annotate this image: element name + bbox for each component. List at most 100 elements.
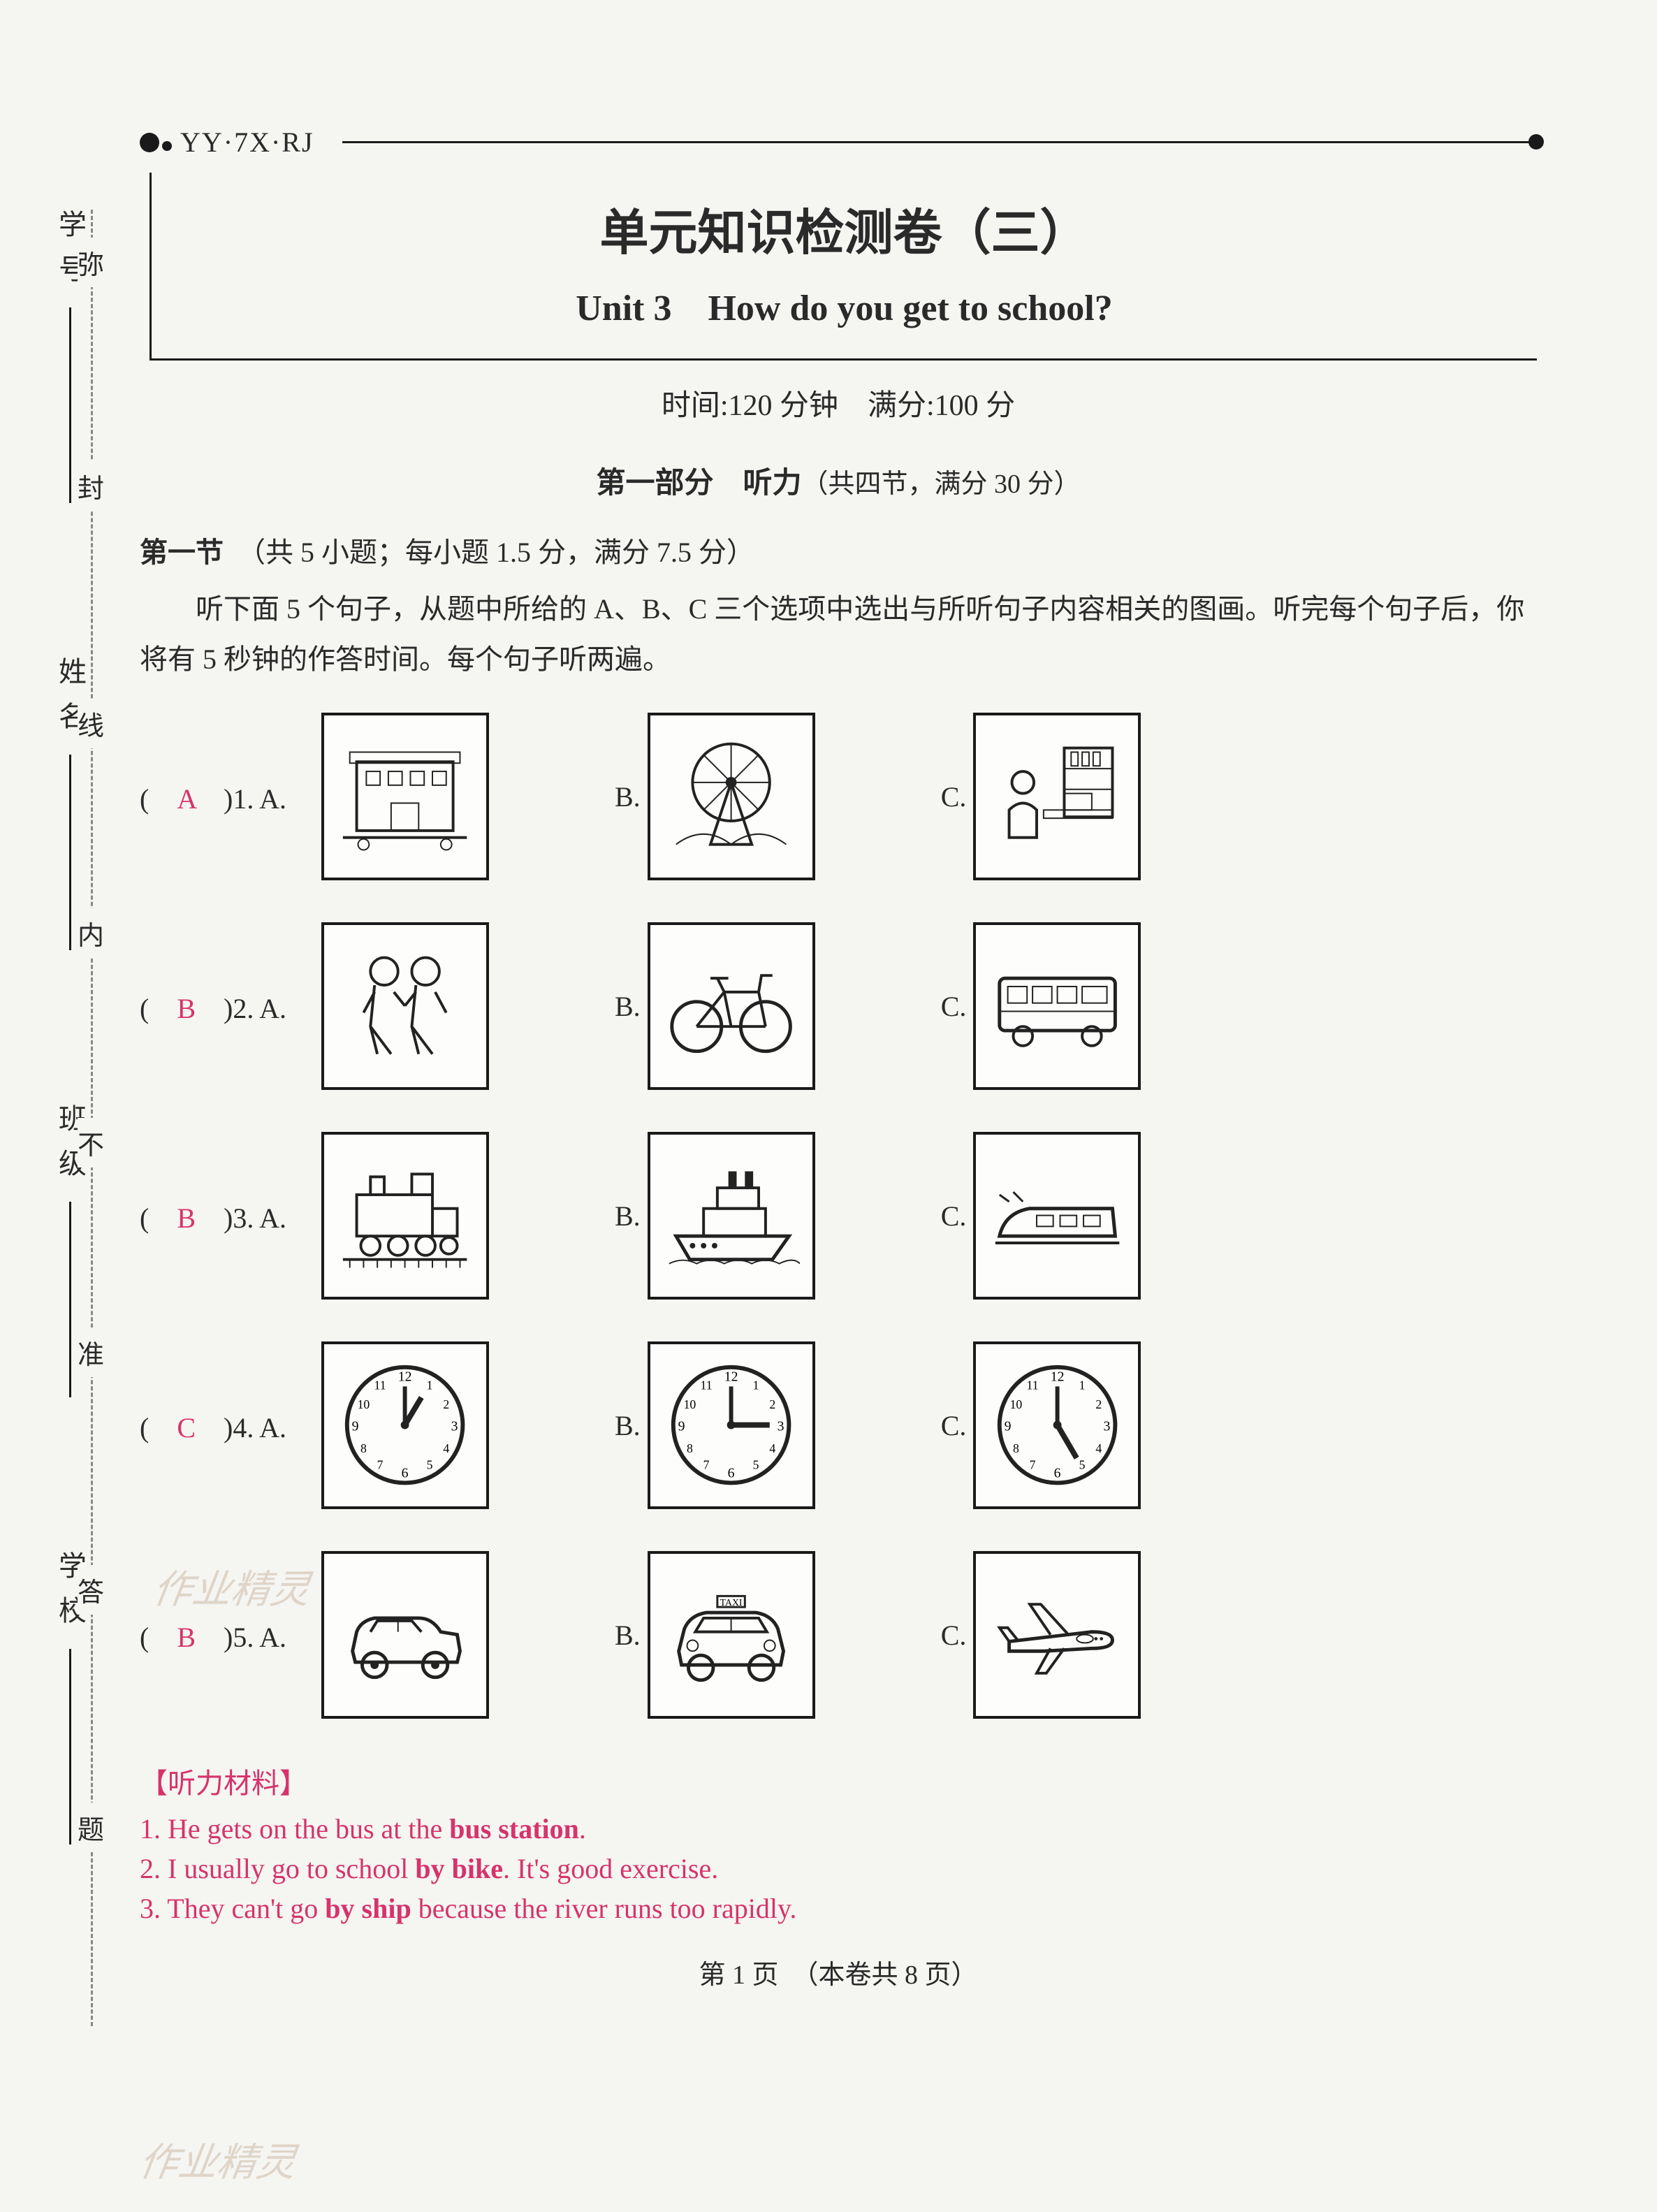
airplane-icon — [973, 1551, 1141, 1719]
q2-optC-label: C. — [941, 990, 967, 1023]
building-icon — [321, 713, 489, 880]
dot-icon — [162, 141, 172, 151]
svg-text:5: 5 — [753, 1458, 759, 1472]
seal-line: 弥 封 线 内 不 准 答 题 — [91, 210, 133, 2026]
question-row-3: ( B )3. A. B. C. — [140, 1132, 1537, 1300]
q3-label: ( B )3. A. — [140, 1195, 321, 1236]
q1-optC-label: C. — [941, 780, 967, 813]
margin-line — [69, 1202, 71, 1397]
q5-answer: B — [177, 1622, 196, 1653]
svg-text:2: 2 — [769, 1397, 775, 1411]
q2-label: ( B )2. A. — [140, 986, 321, 1026]
question-row-1: ( A )1. A. B. C. — [140, 713, 1537, 880]
svg-text:3: 3 — [451, 1419, 458, 1434]
time-score-row: 时间:120 分钟 满分:100 分 — [140, 381, 1537, 424]
part-bold: 第一部分 听力 — [596, 467, 801, 500]
svg-text:8: 8 — [360, 1441, 367, 1455]
dot-icon — [140, 133, 159, 152]
svg-text:5: 5 — [427, 1458, 433, 1472]
doc-code: YY·7X·RJ — [180, 126, 314, 159]
q5-optC-label: C. — [941, 1619, 967, 1652]
ferris-wheel-icon — [648, 713, 815, 880]
margin-line — [69, 1649, 71, 1844]
seal-char: 封 — [78, 461, 104, 511]
q1-label: ( A )1. A. — [140, 776, 321, 817]
svg-text:1: 1 — [1079, 1378, 1085, 1392]
part-sub: （共四节，满分 30 分） — [802, 470, 1081, 499]
svg-text:6: 6 — [728, 1466, 735, 1481]
q2-optB-label: B. — [615, 990, 641, 1023]
q5-optB-label: B. — [615, 1619, 641, 1652]
svg-text:1: 1 — [753, 1378, 759, 1392]
seal-char: 不 — [78, 1118, 104, 1167]
svg-text:4: 4 — [769, 1441, 775, 1455]
svg-text:5: 5 — [1079, 1458, 1085, 1472]
seal-char: 弥 — [78, 238, 104, 287]
svg-text:6: 6 — [1053, 1466, 1060, 1481]
taxi-icon: TAXI — [648, 1551, 815, 1719]
q4-optC-label: C. — [941, 1409, 967, 1442]
svg-text:2: 2 — [1095, 1397, 1102, 1411]
q3-optB-label: B. — [615, 1200, 641, 1232]
title-main: 单元知识检测卷（三） — [152, 194, 1537, 264]
svg-text:3: 3 — [778, 1419, 784, 1434]
svg-text:7: 7 — [1029, 1458, 1035, 1472]
section1-bold: 第一节 — [140, 537, 224, 568]
margin-line — [69, 755, 71, 950]
part-title: 第一部分 听力（共四节，满分 30 分） — [140, 459, 1537, 502]
reading-room-icon — [973, 713, 1141, 880]
children-walking-icon — [321, 922, 489, 1090]
svg-text:4: 4 — [444, 1441, 450, 1455]
header-code-row: YY·7X·RJ — [140, 126, 1537, 159]
svg-text:11: 11 — [374, 1378, 386, 1392]
watermark: 作业精灵 — [149, 1558, 314, 1615]
seal-char: 题 — [78, 1803, 104, 1852]
q3-answer: B — [177, 1202, 196, 1234]
svg-text:9: 9 — [352, 1419, 359, 1434]
svg-text:TAXI: TAXI — [720, 1598, 743, 1608]
ship-icon — [648, 1132, 815, 1300]
svg-text:7: 7 — [703, 1458, 710, 1472]
car-icon — [321, 1551, 489, 1719]
svg-text:7: 7 — [377, 1458, 384, 1472]
title-sub: Unit 3 How do you get to school? — [152, 278, 1537, 330]
watermark: 作业精灵 — [136, 2131, 300, 2188]
svg-text:11: 11 — [701, 1378, 713, 1392]
section1-rest: （共 5 小题；每小题 1.5 分，满分 7.5 分） — [251, 537, 754, 568]
svg-text:10: 10 — [358, 1397, 370, 1411]
svg-text:10: 10 — [1009, 1397, 1022, 1411]
listening-line-3: 3. They can't go by ship because the riv… — [140, 1892, 1537, 1925]
q1-answer: A — [177, 783, 196, 815]
svg-text:11: 11 — [1026, 1378, 1038, 1392]
svg-text:12: 12 — [724, 1369, 738, 1385]
section1-instructions: 听下面 5 个句子，从题中所给的 A、B、C 三个选项中选出与所听句子内容相关的… — [140, 584, 1537, 685]
q4-optB-label: B. — [615, 1409, 641, 1442]
header-rule — [342, 141, 1537, 143]
page-content: YY·7X·RJ 单元知识检测卷（三） Unit 3 How do you ge… — [140, 126, 1537, 1991]
highspeed-train-icon — [973, 1132, 1141, 1300]
clock-1-icon: 121234567891011 — [321, 1341, 489, 1509]
svg-text:2: 2 — [444, 1397, 450, 1411]
page-footer: 第 1 页 （本卷共 8 页） — [140, 1953, 1537, 1991]
seal-char: 线 — [78, 699, 104, 748]
svg-text:8: 8 — [1013, 1441, 1019, 1455]
q4-label: ( C )4. A. — [140, 1405, 321, 1446]
margin-line — [69, 307, 71, 503]
listening-line-1: 1. He gets on the bus at the bus station… — [140, 1812, 1537, 1845]
listening-line-2: 2. I usually go to school by bike. It's … — [140, 1852, 1537, 1885]
listening-head: 【听力材料】 — [140, 1761, 1537, 1801]
svg-text:9: 9 — [1004, 1419, 1011, 1434]
section1-head: 第一节 （共 5 小题；每小题 1.5 分，满分 7.5 分） — [140, 530, 1537, 570]
title-box: 单元知识检测卷（三） Unit 3 How do you get to scho… — [149, 173, 1537, 361]
svg-text:10: 10 — [684, 1397, 696, 1411]
svg-text:1: 1 — [427, 1378, 433, 1392]
bicycle-icon — [648, 922, 815, 1090]
train-icon — [321, 1132, 489, 1300]
svg-text:12: 12 — [398, 1369, 412, 1385]
q2-answer: B — [177, 993, 196, 1024]
svg-text:12: 12 — [1051, 1369, 1065, 1385]
svg-text:9: 9 — [678, 1419, 685, 1434]
clock-5-icon: 121234567891011 — [973, 1341, 1141, 1509]
svg-text:6: 6 — [402, 1466, 409, 1481]
q4-answer: C — [177, 1412, 196, 1443]
